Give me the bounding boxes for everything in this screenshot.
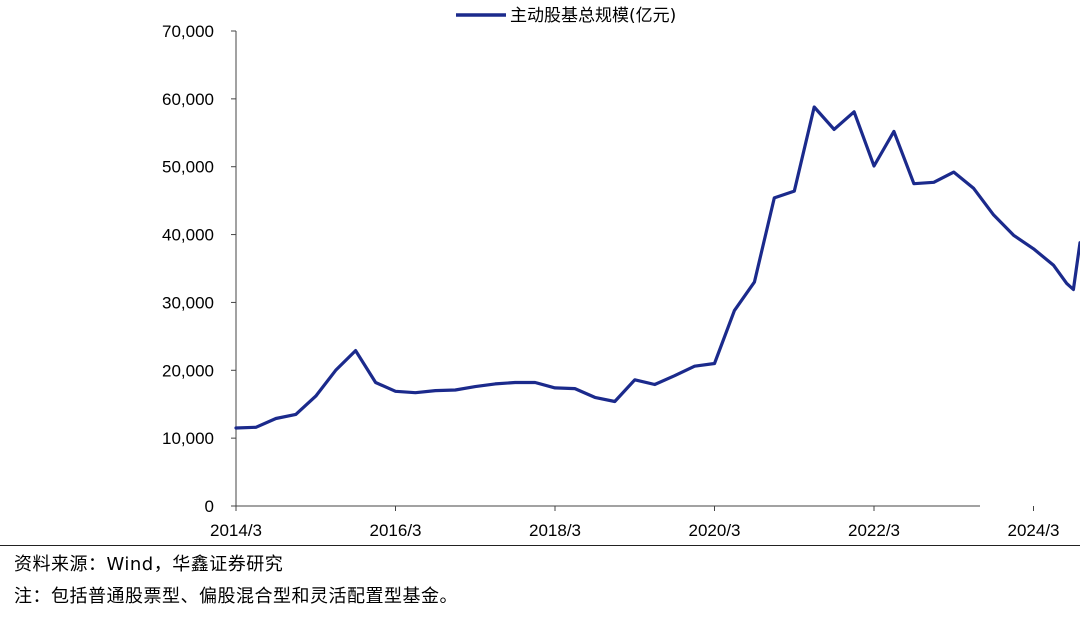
x-tick-label: 2018/3	[529, 521, 581, 540]
x-tick-label: 2024/3	[1008, 521, 1060, 540]
y-tick-label: 60,000	[162, 90, 214, 109]
divider	[0, 545, 1080, 546]
x-tick-label: 2014/3	[210, 521, 262, 540]
x-tick-label: 2020/3	[689, 521, 741, 540]
x-tick-label: 2016/3	[370, 521, 422, 540]
line-chart: 0 10,000 20,000 30,000 40,000 50,000 60,000 70,…	[162, 6, 1080, 540]
series-line	[234, 105, 1080, 430]
y-tick-label: 0	[205, 497, 214, 516]
y-tick-label: 70,000	[162, 22, 214, 41]
y-tick-label: 30,000	[162, 293, 214, 312]
footnote: 注：包括普通股票型、偏股混合型和灵活配置型基金。	[14, 586, 458, 607]
chart-area: 0 10,000 20,000 30,000 40,000 50,000 60,000 70,…	[162, 6, 1080, 540]
y-tick-label: 40,000	[162, 226, 214, 245]
source-note: 资料来源：Wind，华鑫证券研究	[14, 554, 284, 575]
y-tick-label: 10,000	[162, 429, 214, 448]
legend-label: 主动股基总规模(亿元)	[510, 6, 676, 26]
x-tick-label: 2022/3	[848, 521, 900, 540]
y-tick-label: 50,000	[162, 158, 214, 177]
y-tick-label: 20,000	[162, 361, 214, 380]
